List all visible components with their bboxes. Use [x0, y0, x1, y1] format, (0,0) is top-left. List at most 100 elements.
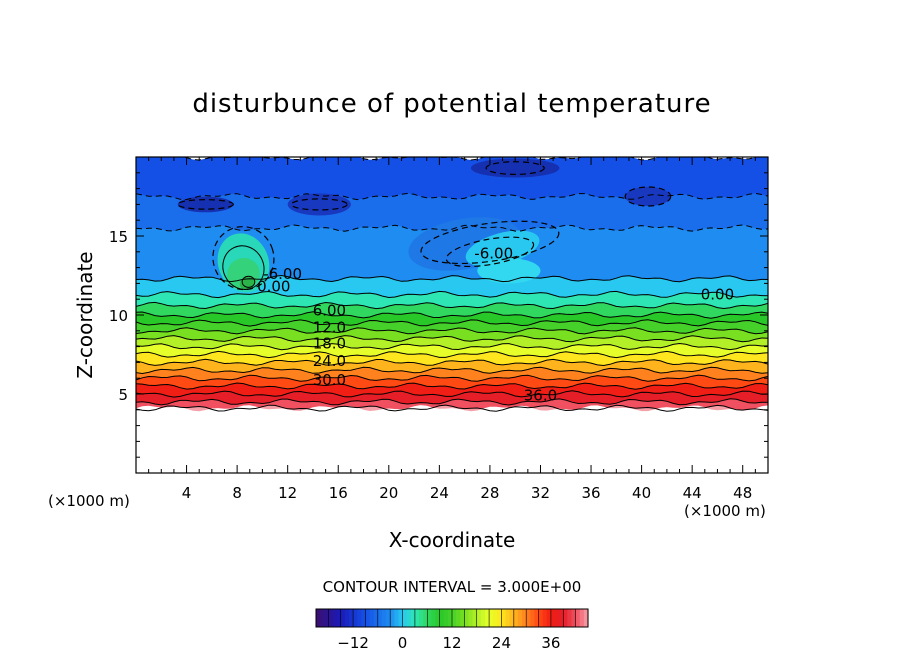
x-unit-label-left: (×1000 m) [48, 492, 130, 510]
contour-loop [212, 226, 275, 291]
colorbar-cell [484, 609, 490, 627]
colorbar-cell [324, 609, 329, 627]
y-axis-label: Z-coordinate [73, 251, 97, 378]
y-tick-label: 15 [109, 228, 128, 246]
colorbar-cell [530, 609, 536, 627]
colorbar-cell [583, 609, 589, 627]
contour-line [136, 319, 768, 327]
x-tick-label: 4 [182, 484, 192, 502]
colorbar-cell [464, 609, 470, 627]
contour-label: 12.0 [313, 319, 346, 337]
contour-line [136, 335, 768, 343]
colorbar-cell [567, 609, 573, 627]
colorbar-cell [427, 609, 432, 627]
contour-loop [177, 199, 234, 210]
x-tick-label: 48 [733, 484, 752, 502]
contour-label: 0.00 [701, 285, 734, 303]
colorbar-cell [423, 609, 428, 627]
colorbar: −12 0 12 24 36 [315, 608, 589, 652]
plot-area [136, 157, 768, 473]
colorbar-cell [328, 609, 334, 627]
colorbar-cell [414, 609, 420, 627]
colorbar-cell [559, 609, 564, 627]
colorbar-cell [419, 609, 424, 627]
colorbar-cell [332, 609, 338, 627]
colorbar-tick-label: 24 [492, 634, 511, 652]
anomaly-patch [177, 196, 234, 213]
colorbar-cell [571, 609, 577, 627]
colorbar-cell [497, 609, 503, 627]
contour-label: 0.00 [257, 278, 290, 296]
y-tick-label: 10 [109, 307, 128, 325]
colorbar-cell [542, 609, 548, 627]
contour-loop [290, 198, 348, 211]
empty-region [136, 405, 768, 473]
contour-line [136, 301, 768, 310]
colorbar-cell [316, 609, 321, 627]
colorbar-tick-label: 0 [398, 634, 408, 652]
colorbar-cell [476, 609, 482, 627]
colorbar-cell [509, 609, 515, 627]
x-tick-label: 28 [480, 484, 499, 502]
x-tick-label: 44 [683, 484, 702, 502]
colorbar-cell [468, 609, 474, 627]
x-tick-label: 36 [581, 484, 600, 502]
y-unit-label-right: (×1000 m) [684, 502, 766, 520]
contour-label: 18.0 [313, 334, 346, 352]
contour-line [136, 327, 768, 335]
colorbar-cell [431, 609, 437, 627]
contour-line [136, 290, 768, 299]
contour-loop [485, 161, 545, 175]
colorbar-cell [365, 609, 371, 627]
colorbar-tick-label: −12 [337, 634, 369, 652]
colorbar-cell [340, 609, 346, 627]
colorbar-cell [353, 609, 358, 627]
contour-line [136, 390, 768, 398]
colorbar-cell [550, 609, 556, 627]
anomaly-patch [625, 187, 671, 206]
contour-label: -6.00 [263, 265, 302, 283]
contour-loop [420, 220, 560, 265]
colorbar-cell [447, 609, 453, 627]
colorbar-cell [501, 609, 507, 627]
contour-label: -6.00 [474, 244, 513, 262]
colorbar-cell [480, 609, 486, 627]
colorbar-cell [472, 609, 478, 627]
contour-line [136, 342, 768, 351]
chart-title: disturbunce of potential temperature [192, 89, 711, 119]
colorbar-cell [406, 609, 412, 627]
contour-loop [624, 186, 672, 207]
colorbar-cell [394, 609, 400, 627]
colorbar-cell [563, 609, 568, 627]
colorbar-cell [398, 609, 404, 627]
colorbar-cell [493, 609, 498, 627]
x-axis-label: X-coordinate [389, 528, 516, 552]
colorbar-cell [336, 609, 342, 627]
colorbar-cell [402, 609, 408, 627]
colorbar-cell [538, 609, 544, 627]
x-tick-label: 32 [531, 484, 550, 502]
contour-label: 24.0 [313, 352, 346, 370]
x-tick-label: 16 [329, 484, 348, 502]
colorbar-frame [315, 608, 589, 628]
colorbar-cell [344, 609, 350, 627]
contour-label: 30.0 [313, 371, 346, 389]
colorbar-cell [575, 609, 581, 627]
x-tick-label: 20 [379, 484, 398, 502]
y-tick-label: 5 [118, 386, 128, 404]
colorbar-cell [373, 609, 379, 627]
colorbar-cell [526, 609, 531, 627]
colorbar-cell [361, 609, 367, 627]
contour-lines [136, 157, 768, 412]
colorbar-cell [452, 609, 457, 627]
colorbar-cell [410, 609, 416, 627]
colorbar-cell [505, 609, 511, 627]
colorbar-cell [460, 609, 465, 627]
colorbar-cell [456, 609, 461, 627]
colorbar-cell [348, 609, 354, 627]
colorbar-cell [546, 609, 552, 627]
colorbar-tick-label: 36 [541, 634, 560, 652]
colorbar-cell [534, 609, 540, 627]
contour-line [136, 404, 768, 412]
